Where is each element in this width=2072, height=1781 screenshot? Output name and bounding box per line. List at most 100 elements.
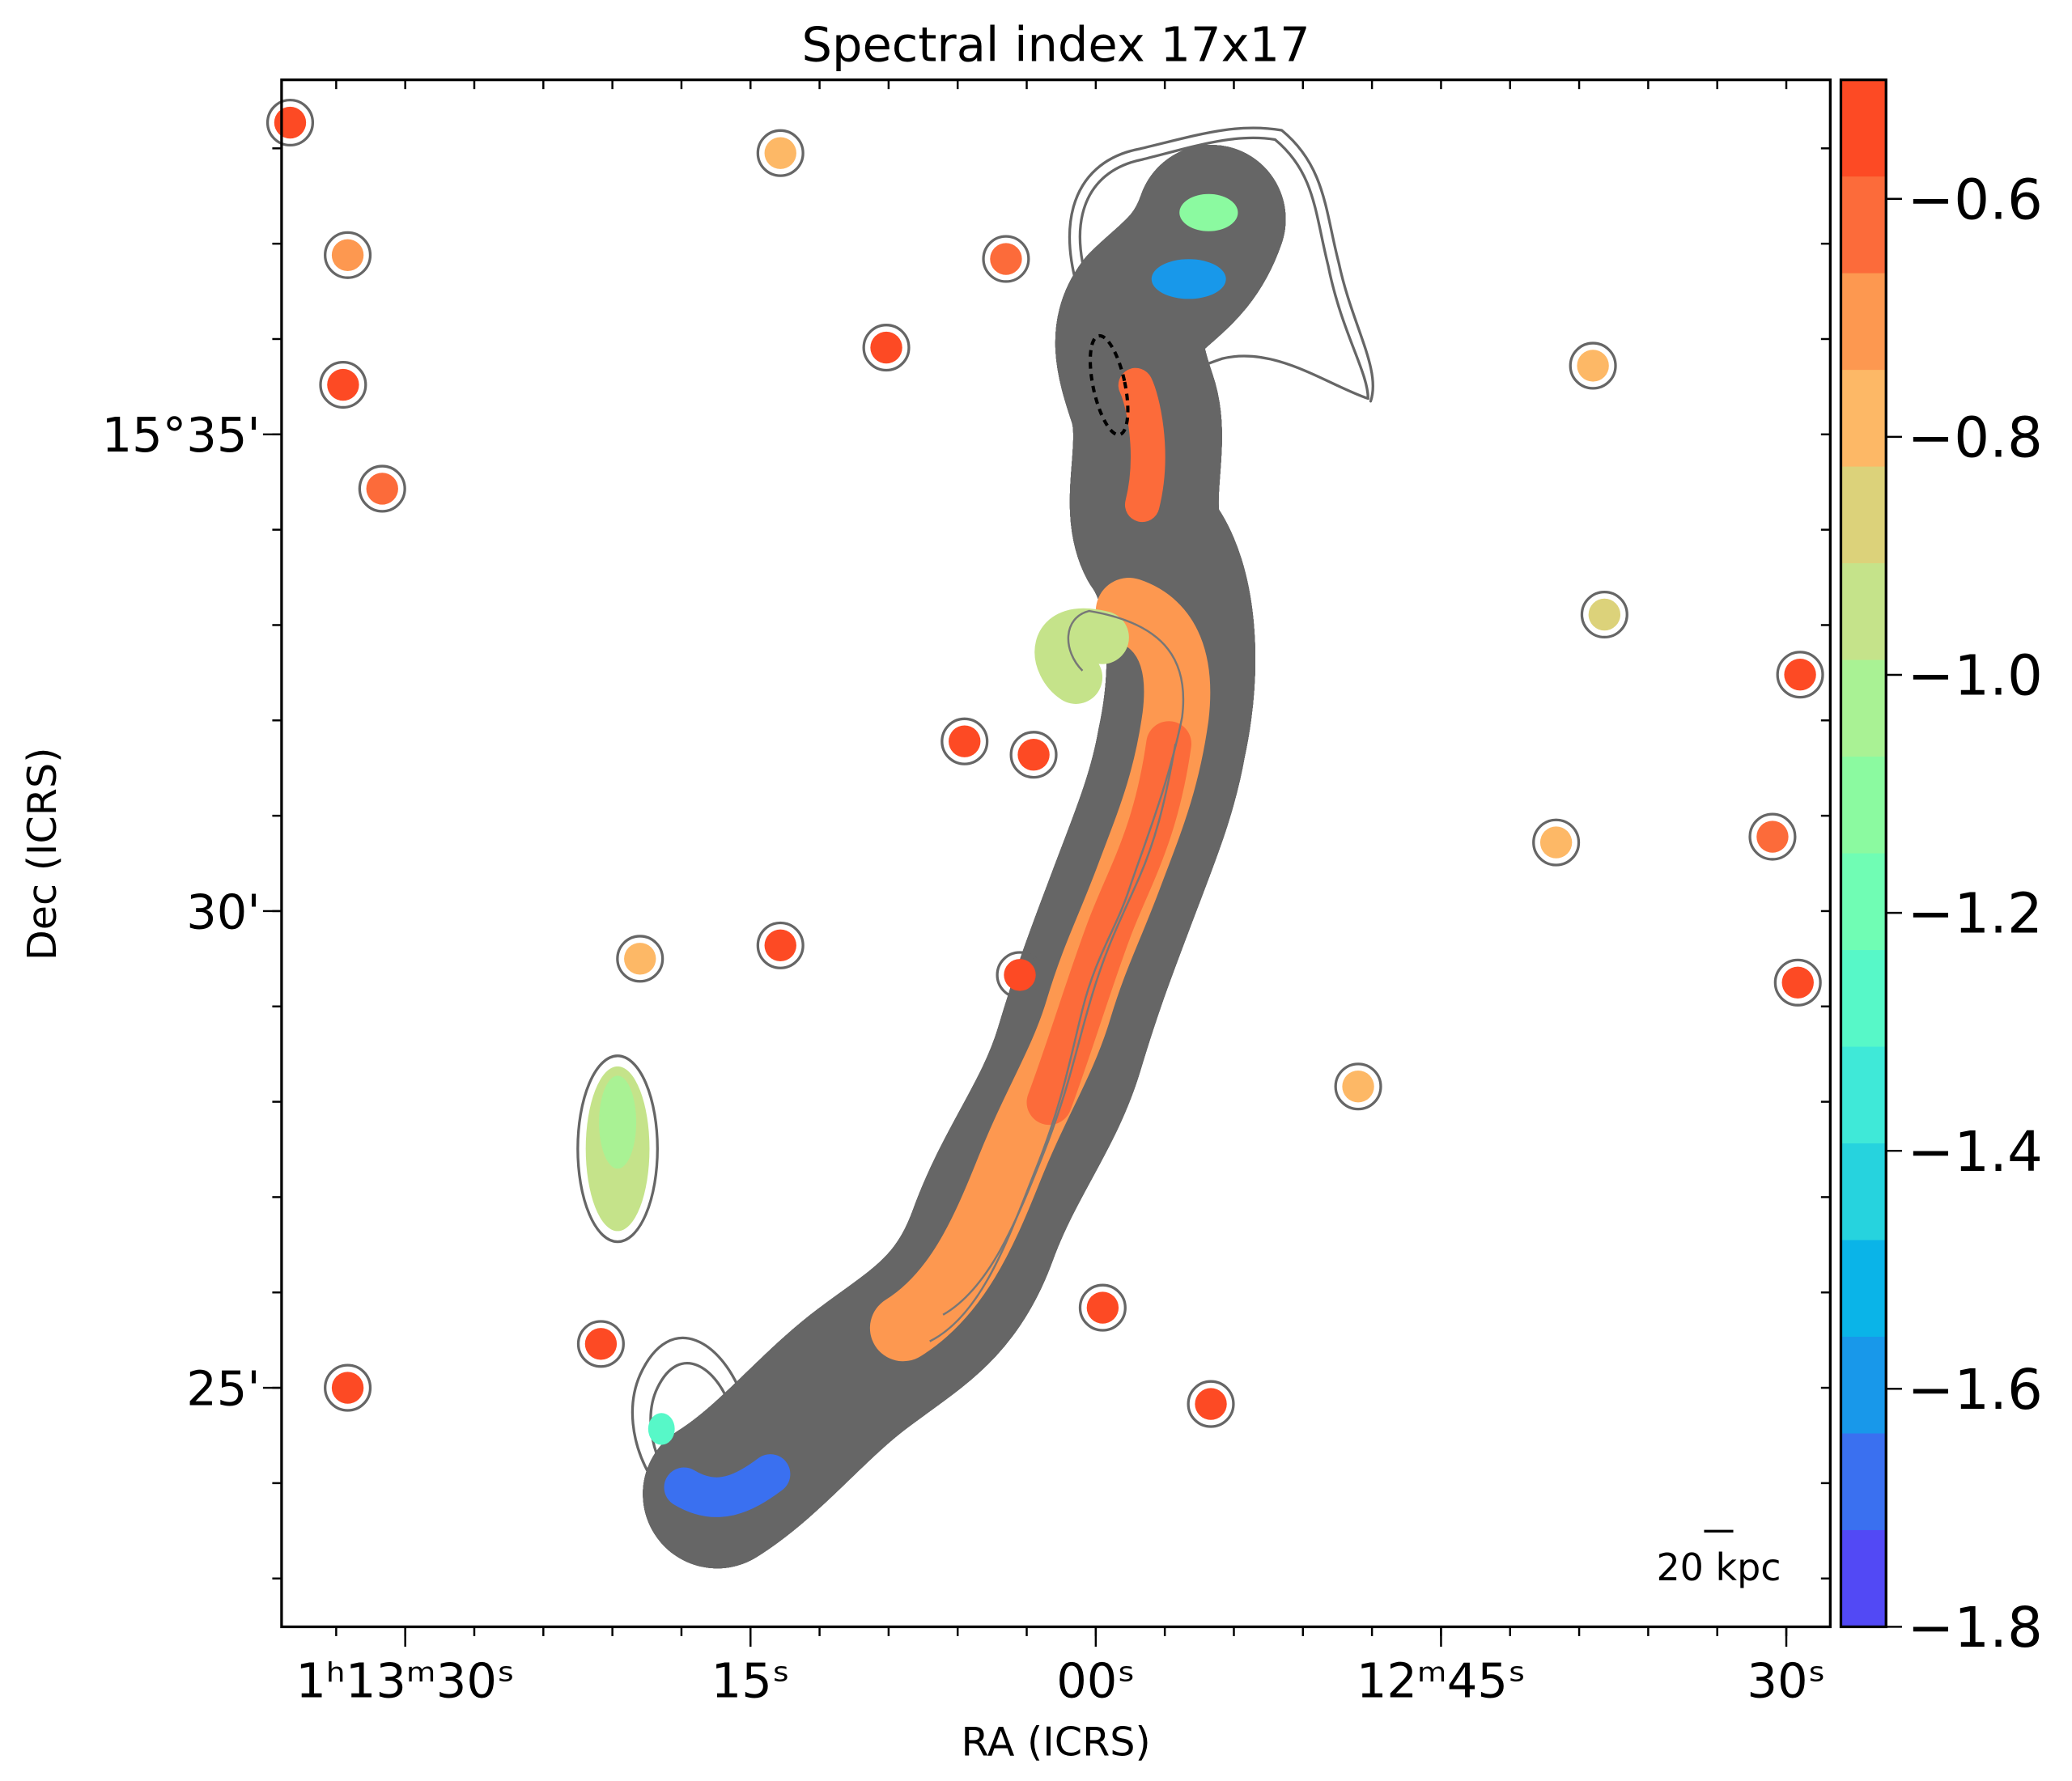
colorbar-band [1841,79,1887,177]
source-contour [1776,651,1824,699]
compact-source [358,464,406,513]
x-tick-label: 30ˢ [1747,1652,1825,1708]
plot-area: 20 kpc [265,78,1832,1629]
colorbar-band [1841,1529,1887,1628]
x-tick-label: 12ᵐ45ˢ [1357,1652,1526,1708]
x-tick-label: 1ʰ13ᵐ30ˢ [295,1652,515,1708]
colorbar-tick-label: −1.4 [1908,1120,2043,1185]
source-contour [576,1320,625,1368]
source-contour [324,231,372,279]
compact-source [1580,590,1628,639]
colorbar-band [1841,853,1887,951]
source-emission [327,368,359,401]
compact-source [576,1320,625,1368]
jet-emission [648,194,1238,1498]
source-emission [274,106,307,139]
compact-source [1748,812,1797,861]
colorbar-band [1841,950,1887,1048]
colorbar-tick-label: −1.6 [1908,1358,2043,1423]
colorbar: −0.6 −0.8 −1.0 −1.2 −1.4 −1.6 −1.8 [1839,78,2043,1660]
x-tick-label: 15ˢ [711,1652,790,1708]
compact-source [616,935,664,983]
chart-title: Spectral index 17x17 [801,17,1310,73]
source-emission [1342,1071,1374,1103]
source-contour [1334,1062,1382,1111]
source-contour [358,464,406,513]
source-emission [990,243,1022,275]
compact-source [756,129,805,177]
colorbar-frame [1839,78,1887,1629]
compact-source [982,235,1030,283]
source-contour [616,935,664,983]
colorbar-band [1841,1433,1887,1531]
source-emission [1781,966,1814,999]
source-emission [1784,659,1816,691]
source-emission [949,725,981,757]
source-contour [319,360,367,409]
source-emission [1588,598,1621,631]
source-emission [1086,1291,1119,1324]
compact-source [940,717,989,765]
source-emission [1539,826,1573,859]
compact-source [1334,1062,1382,1111]
compact-source [862,324,911,372]
y-tick-label: 25' [186,1360,260,1416]
source-contour [1773,958,1822,1007]
colorbar-band [1841,1336,1887,1435]
source-contour [324,1363,372,1412]
compact-source [1776,651,1824,699]
compact-source [1569,341,1617,390]
source-contour [265,98,315,147]
colorbar-band [1841,466,1887,564]
source-contour [1009,731,1058,779]
source-contour [1569,341,1617,390]
compact-source [1532,818,1581,867]
colorbar-band [1841,659,1887,757]
colorbar-tick-label: −0.8 [1908,405,2043,470]
axes: 1ʰ13ᵐ30ˢ 15ˢ 00ˢ 12ᵐ45ˢ 30ˢ 15°35' 30' 25' [102,79,1831,1708]
source-emission [1017,739,1050,771]
source-emission [1756,821,1789,853]
source-emission [1577,350,1609,382]
source-contour [862,324,911,372]
compact-source [996,951,1044,999]
colorbar-tick-label: −1.2 [1908,882,2043,947]
source-contour [1532,818,1581,867]
source-contour [1580,590,1628,639]
source-contour [756,129,805,177]
source-contour [1187,1380,1235,1428]
source-emission [366,473,398,505]
source-contour [982,235,1030,283]
colorbar-band [1841,273,1887,371]
colorbar-band [1841,757,1887,854]
source-emission [1004,959,1036,991]
compact-source [265,98,315,147]
colorbar-band [1841,1240,1887,1338]
source-emission [764,137,796,169]
source-emission [764,929,796,962]
dashed-region [1088,333,1130,437]
compact-source [324,231,372,279]
source-emission [870,331,902,364]
source-contour [940,717,989,765]
compact-source [1009,731,1058,779]
colorbar-tick-label: −0.6 [1908,167,2043,232]
elongated-source [576,1054,659,1244]
source-emission [1195,1388,1227,1420]
colorbar-band [1841,370,1887,468]
compact-source [1773,958,1822,1007]
colorbar-band [1841,563,1887,661]
compact-source [756,921,805,969]
colorbar-band [1841,176,1887,274]
colorbar-tick-label: −1.8 [1908,1596,2043,1660]
colorbar-band [1841,1143,1887,1241]
source-emission [331,239,364,271]
y-tick-label: 15°35' [102,407,261,463]
y-axis-label: Dec (ICRS) [19,748,66,961]
scale-bar-label: 20 kpc [1656,1546,1781,1589]
compact-sources [265,98,1824,1428]
x-tick-label: 00ˢ [1056,1652,1135,1708]
compact-source [1078,1283,1127,1332]
source-contour [996,951,1044,999]
